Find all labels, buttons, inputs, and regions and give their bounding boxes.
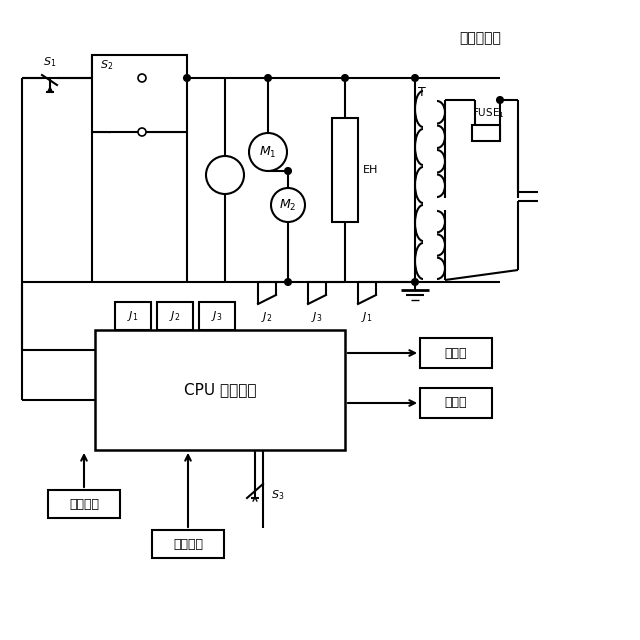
Bar [472, 125, 500, 141]
Text: EH: EH [363, 165, 378, 175]
Circle shape [249, 133, 287, 171]
Text: $J_1$: $J_1$ [127, 309, 139, 323]
Text: 按键键盘: 按键键盘 [69, 497, 99, 511]
Text: 时钟电路: 时钟电路 [173, 538, 203, 550]
Text: $M_1$: $M_1$ [259, 145, 276, 159]
Circle shape [497, 97, 503, 103]
Bar [48, 490, 120, 518]
Text: 显示器: 显示器 [445, 397, 467, 410]
Text: 漏感变压器: 漏感变压器 [459, 31, 501, 45]
Circle shape [138, 74, 146, 82]
Bar [115, 302, 151, 330]
Circle shape [285, 279, 291, 285]
Bar [332, 118, 358, 222]
Bar [199, 302, 235, 330]
Text: T: T [418, 86, 426, 99]
Circle shape [285, 168, 291, 174]
Circle shape [265, 75, 271, 81]
Circle shape [138, 128, 146, 136]
Circle shape [412, 279, 418, 285]
Text: 蜂鸣器: 蜂鸣器 [445, 346, 467, 360]
Circle shape [412, 75, 418, 81]
Text: CPU 控制电路: CPU 控制电路 [184, 383, 256, 397]
Text: $J_2$: $J_2$ [261, 310, 273, 324]
Text: $S_3$: $S_3$ [271, 488, 284, 502]
Text: $J_1$: $J_1$ [362, 310, 372, 324]
Bar [92, 55, 187, 132]
Circle shape [206, 156, 244, 194]
Bar [420, 338, 492, 368]
Text: FUSE$_1$: FUSE$_1$ [472, 106, 504, 120]
Circle shape [342, 75, 348, 81]
Text: $J_3$: $J_3$ [211, 309, 223, 323]
Bar [95, 330, 345, 450]
Text: $S_1$: $S_1$ [44, 55, 57, 69]
Text: $S_2$: $S_2$ [100, 58, 113, 72]
Text: $J_2$: $J_2$ [170, 309, 180, 323]
Circle shape [184, 75, 190, 81]
Bar [420, 388, 492, 418]
Circle shape [271, 188, 305, 222]
Text: $M_2$: $M_2$ [279, 198, 297, 212]
Text: $J_3$: $J_3$ [311, 310, 323, 324]
Bar [157, 302, 193, 330]
Bar [152, 530, 224, 558]
